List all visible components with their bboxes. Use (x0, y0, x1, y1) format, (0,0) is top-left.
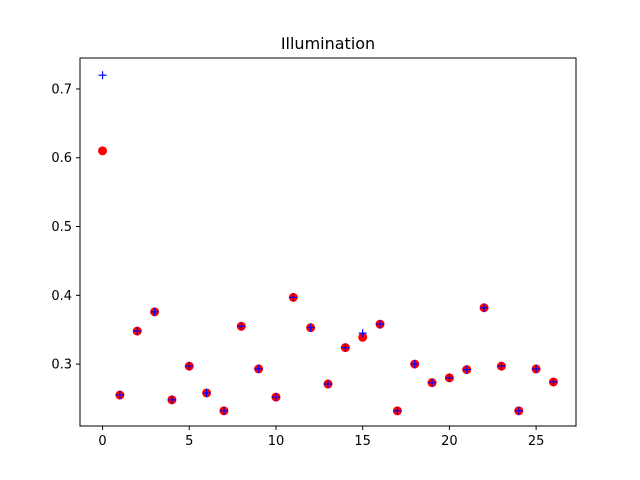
y-tick-label: 0.7 (51, 82, 72, 97)
y-tick-label: 0.6 (51, 151, 72, 166)
x-tick-label: 10 (268, 434, 285, 449)
x-tick-label: 20 (441, 434, 458, 449)
data-point-plus (167, 395, 176, 404)
y-tick-label: 0.4 (51, 289, 72, 304)
data-point-plus (549, 377, 558, 386)
data-point-plus (115, 391, 124, 400)
chart-title: Illumination (281, 34, 375, 53)
data-point-plus (376, 320, 385, 329)
data-point-plus (497, 362, 506, 371)
data-point-plus (358, 329, 367, 338)
data-point-plus (341, 343, 350, 352)
y-tick-label: 0.5 (51, 220, 72, 235)
data-point-plus (410, 360, 419, 369)
data-point-plus (271, 393, 280, 402)
x-tick-label: 5 (185, 434, 193, 449)
data-point-plus (306, 323, 315, 332)
data-point-plus (185, 362, 194, 371)
data-point-plus (254, 364, 263, 373)
data-point-plus (324, 380, 332, 389)
data-point-plus (445, 373, 454, 382)
data-point-plus (219, 406, 228, 415)
x-tick-label: 0 (98, 434, 106, 449)
data-point-plus (202, 388, 211, 397)
data-point-plus (514, 406, 523, 415)
plot-frame (79, 57, 577, 427)
data-point-plus (393, 406, 402, 415)
y-tick-label: 0.3 (51, 358, 72, 373)
axes: 0 5 10 15 20 25 0.3 0.4 0.5 0.6 0.7 (51, 82, 544, 449)
data-point-plus (150, 307, 159, 316)
data-point-plus (428, 378, 437, 387)
data-point-circle (98, 146, 108, 156)
data-point-plus (462, 365, 471, 374)
data-point-plus (98, 71, 107, 80)
data-point-plus (237, 322, 246, 331)
data-point-circle (358, 332, 368, 342)
x-tick-label: 15 (354, 434, 371, 449)
data-point-plus (133, 327, 142, 336)
data-point-plus (532, 364, 541, 373)
plot-marks (98, 71, 558, 416)
data-point-plus (289, 293, 298, 302)
x-tick-label: 25 (528, 434, 545, 449)
data-point-plus (480, 303, 489, 312)
